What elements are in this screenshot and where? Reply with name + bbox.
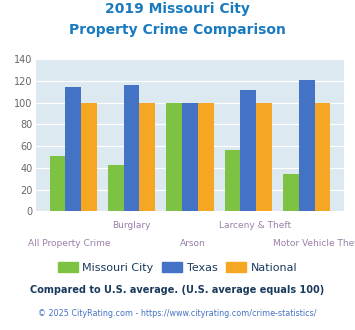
- Text: Compared to U.S. average. (U.S. average equals 100): Compared to U.S. average. (U.S. average …: [31, 285, 324, 295]
- Bar: [65, 86, 81, 211]
- Bar: [198, 103, 214, 211]
- Text: Arson: Arson: [180, 239, 206, 248]
- Text: Motor Vehicle Theft: Motor Vehicle Theft: [273, 239, 355, 248]
- Legend: Missouri City, Texas, National: Missouri City, Texas, National: [53, 258, 302, 278]
- Bar: [182, 103, 198, 211]
- Bar: [166, 103, 182, 211]
- Text: 2019 Missouri City: 2019 Missouri City: [105, 2, 250, 16]
- Text: All Property Crime: All Property Crime: [28, 239, 111, 248]
- Text: © 2025 CityRating.com - https://www.cityrating.com/crime-statistics/: © 2025 CityRating.com - https://www.city…: [38, 309, 317, 317]
- Bar: [299, 80, 315, 211]
- Bar: [240, 90, 256, 211]
- Text: Larceny & Theft: Larceny & Theft: [219, 221, 291, 230]
- Text: Property Crime Comparison: Property Crime Comparison: [69, 23, 286, 37]
- Bar: [108, 165, 124, 211]
- Bar: [225, 150, 240, 211]
- Bar: [140, 103, 155, 211]
- Bar: [283, 174, 299, 211]
- Bar: [81, 103, 97, 211]
- Bar: [50, 156, 65, 211]
- Text: Burglary: Burglary: [112, 221, 151, 230]
- Bar: [124, 85, 140, 211]
- Bar: [315, 103, 330, 211]
- Bar: [256, 103, 272, 211]
